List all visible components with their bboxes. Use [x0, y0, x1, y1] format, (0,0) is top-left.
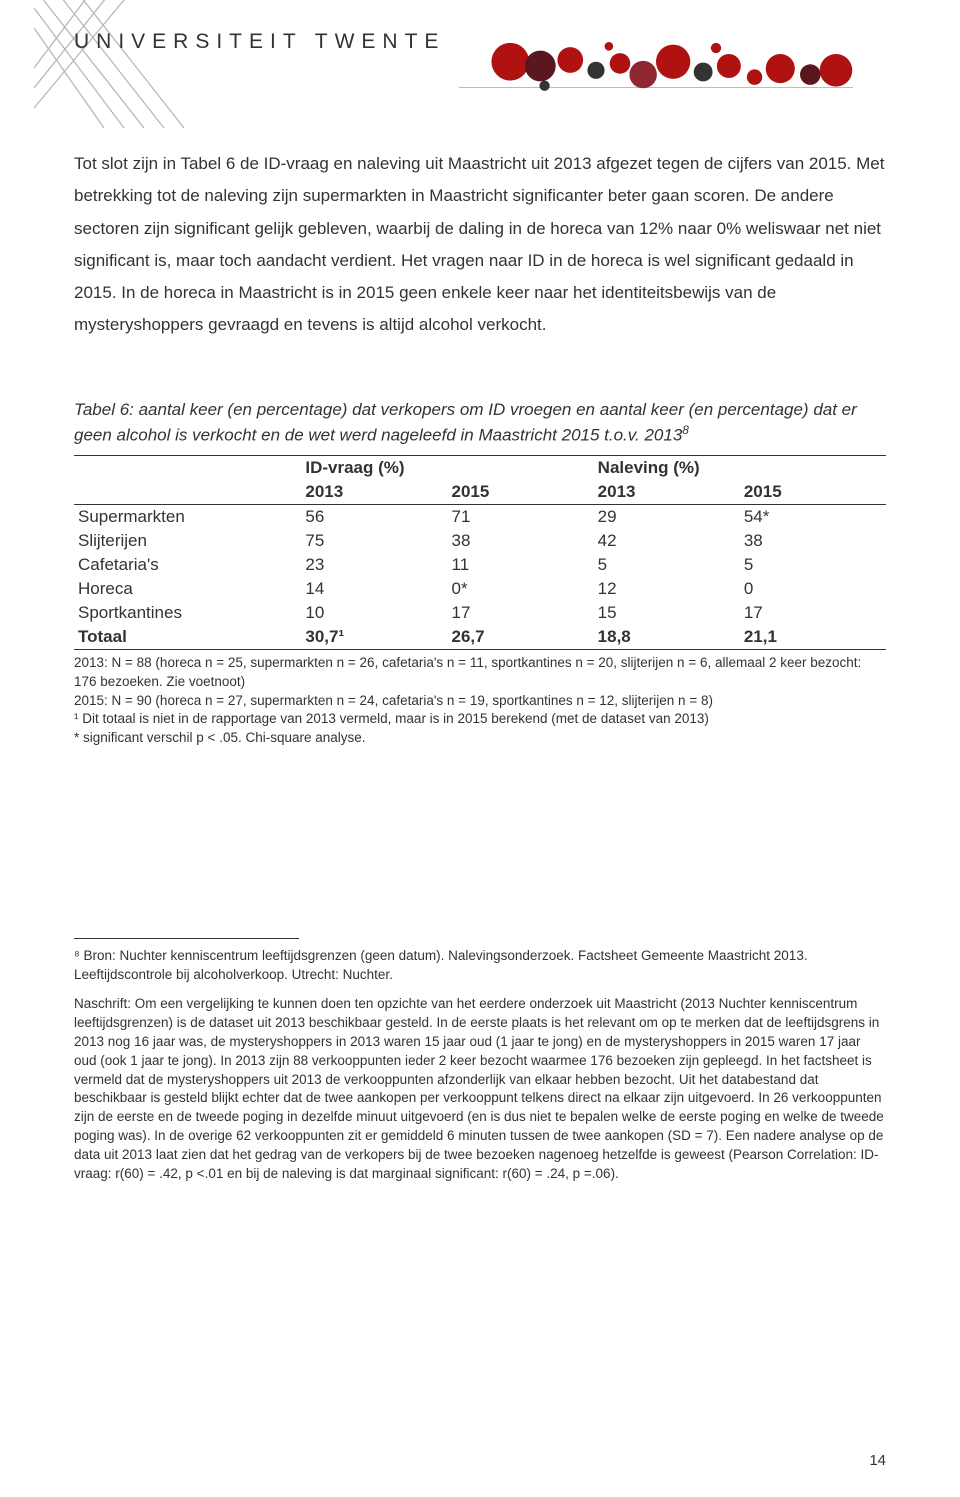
col-group-id: ID-vraag (%)	[301, 455, 593, 480]
cell: 56	[301, 504, 447, 529]
table-note: 2015: N = 90 (horeca n = 27, supermarkte…	[74, 692, 886, 711]
page-header: UNIVERSITEIT TWENTE	[74, 18, 886, 118]
cell: 23	[301, 553, 447, 577]
body-paragraph: Tot slot zijn in Tabel 6 de ID-vraag en …	[74, 148, 886, 342]
col-year-2b: 2015	[740, 480, 886, 505]
cell: 38	[740, 529, 886, 553]
cell: 26,7	[448, 625, 594, 650]
cell: 17	[448, 601, 594, 625]
table-row: Sportkantines 10 17 15 17	[74, 601, 886, 625]
table-row: Cafetaria's 23 11 5 5	[74, 553, 886, 577]
cell: 29	[594, 504, 740, 529]
cell: 14	[301, 577, 447, 601]
cell: 75	[301, 529, 447, 553]
cell: 10	[301, 601, 447, 625]
cell: 18,8	[594, 625, 740, 650]
logo-dots-icon	[426, 36, 886, 96]
cell: 0*	[448, 577, 594, 601]
cell: 5	[740, 553, 886, 577]
row-label: Slijterijen	[74, 529, 301, 553]
row-label: Horeca	[74, 577, 301, 601]
cell: 11	[448, 553, 594, 577]
logo-lines-icon	[34, 0, 234, 128]
total-label: Totaal	[74, 625, 301, 650]
data-table: ID-vraag (%) Naleving (%) 2013 2015 2013…	[74, 455, 886, 650]
cell: 54*	[740, 504, 886, 529]
table-row: Horeca 14 0* 12 0	[74, 577, 886, 601]
cell: 21,1	[740, 625, 886, 650]
university-name: UNIVERSITEIT TWENTE	[74, 30, 445, 54]
cell: 42	[594, 529, 740, 553]
row-label: Sportkantines	[74, 601, 301, 625]
table-row: Supermarkten 56 71 29 54*	[74, 504, 886, 529]
cell: 0	[740, 577, 886, 601]
table-caption-sup: 8	[682, 423, 689, 437]
table-note: ¹ Dit totaal is niet in de rapportage va…	[74, 710, 886, 729]
footnote-block: ⁸ Bron: Nuchter kenniscentrum leeftijdsg…	[74, 947, 886, 1184]
cell: 15	[594, 601, 740, 625]
cell: 30,7¹	[301, 625, 447, 650]
cell: 38	[448, 529, 594, 553]
table-note: 2013: N = 88 (horeca n = 25, supermarkte…	[74, 654, 886, 692]
table-note: * significant verschil p < .05. Chi-squa…	[74, 729, 886, 748]
col-year-1a: 2013	[301, 480, 447, 505]
table-row: Slijterijen 75 38 42 38	[74, 529, 886, 553]
row-label: Supermarkten	[74, 504, 301, 529]
table-caption-text: Tabel 6: aantal keer (en percentage) dat…	[74, 400, 857, 445]
row-label: Cafetaria's	[74, 553, 301, 577]
footnote-source: ⁸ Bron: Nuchter kenniscentrum leeftijdsg…	[74, 947, 886, 985]
col-year-2a: 2013	[594, 480, 740, 505]
cell: 12	[594, 577, 740, 601]
footnote-separator	[74, 938, 299, 939]
col-year-1b: 2015	[448, 480, 594, 505]
cell: 17	[740, 601, 886, 625]
footnote-naschrift: Naschrift: Om een vergelijking te kunnen…	[74, 995, 886, 1184]
cell: 71	[448, 504, 594, 529]
cell: 5	[594, 553, 740, 577]
col-group-naleving: Naleving (%)	[594, 455, 886, 480]
table-total-row: Totaal 30,7¹ 26,7 18,8 21,1	[74, 625, 886, 650]
page: UNIVERSITEIT TWENTE Tot slot zijn in Tab…	[0, 0, 960, 1497]
table-notes: 2013: N = 88 (horeca n = 25, supermarkte…	[74, 654, 886, 748]
table-caption: Tabel 6: aantal keer (en percentage) dat…	[74, 398, 886, 449]
page-number: 14	[869, 1452, 886, 1469]
